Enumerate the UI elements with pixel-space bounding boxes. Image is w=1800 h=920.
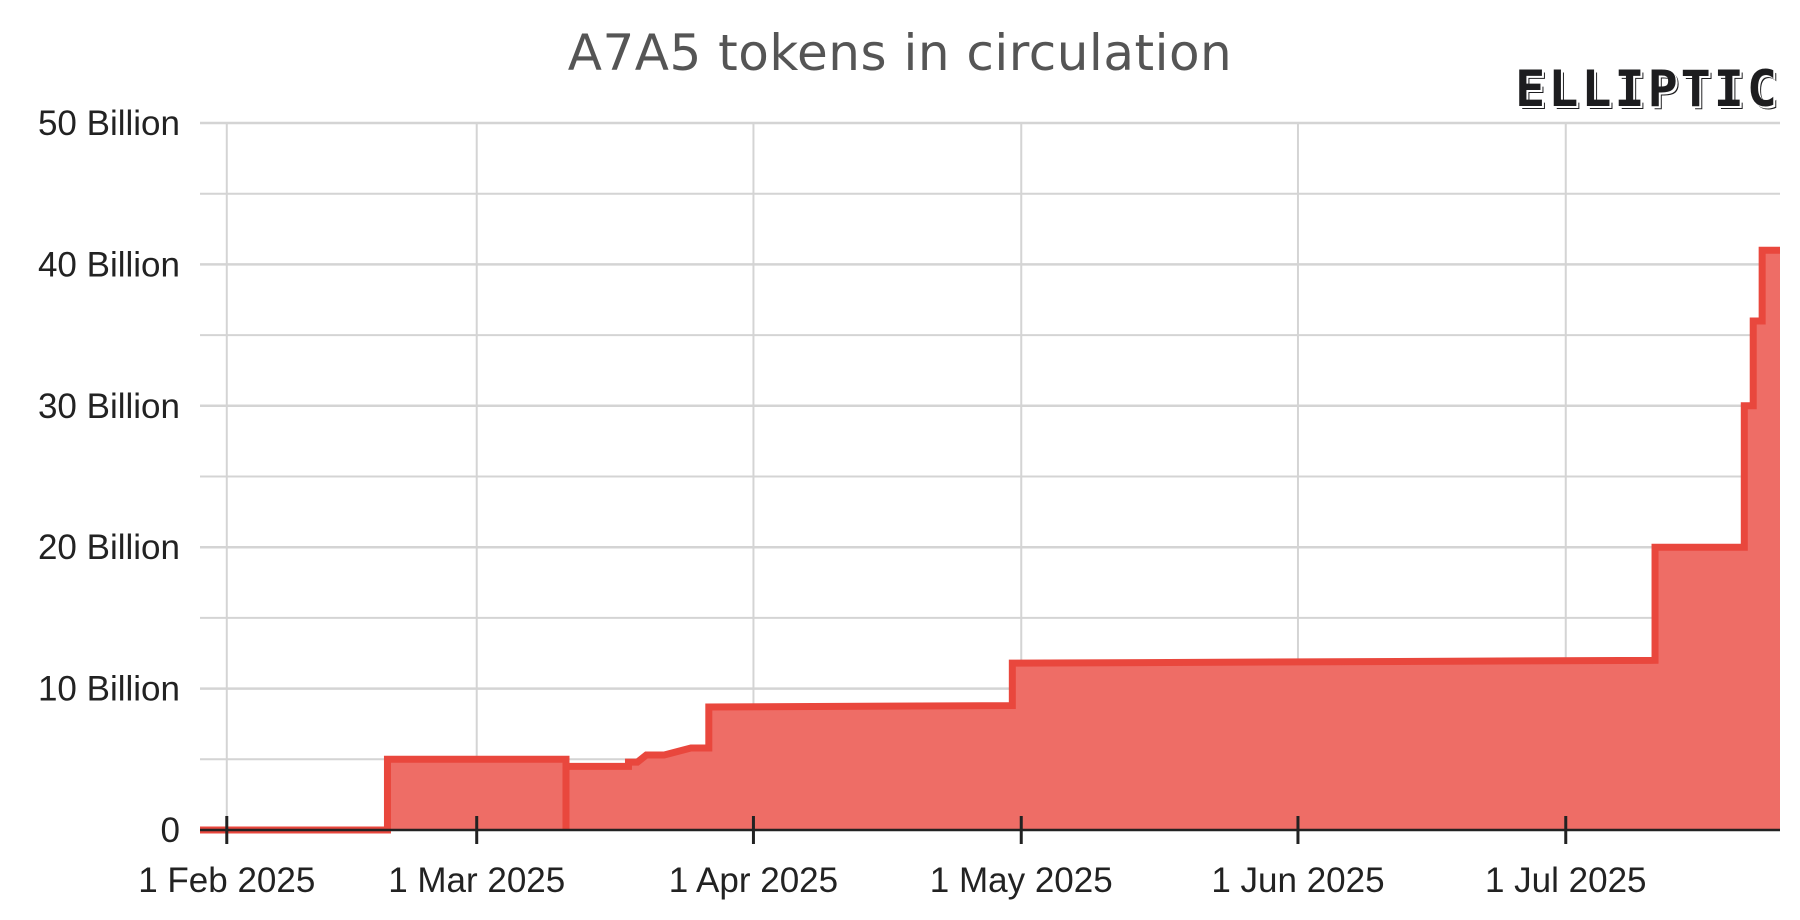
x-tick-label: 1 May 2025: [930, 861, 1113, 900]
y-tick-label: 10 Billion: [38, 670, 180, 709]
y-tick-label: 50 Billion: [38, 104, 180, 143]
x-tick-label: 1 Jun 2025: [1211, 861, 1384, 900]
x-tick-label: 1 Apr 2025: [669, 861, 838, 900]
series-area: [200, 250, 1780, 830]
y-tick-label: 0: [161, 811, 180, 850]
y-tick-label: 20 Billion: [38, 528, 180, 567]
y-tick-label: 40 Billion: [38, 245, 180, 284]
x-tick-label: 1 Mar 2025: [388, 861, 565, 900]
x-tick-label: 1 Feb 2025: [138, 861, 315, 900]
chart-title: A7A5 tokens in circulation: [567, 24, 1233, 82]
x-tick-label: 1 Jul 2025: [1485, 861, 1647, 900]
brand-logo: ELLIPTIC: [1515, 60, 1780, 118]
y-tick-label: 30 Billion: [38, 387, 180, 426]
